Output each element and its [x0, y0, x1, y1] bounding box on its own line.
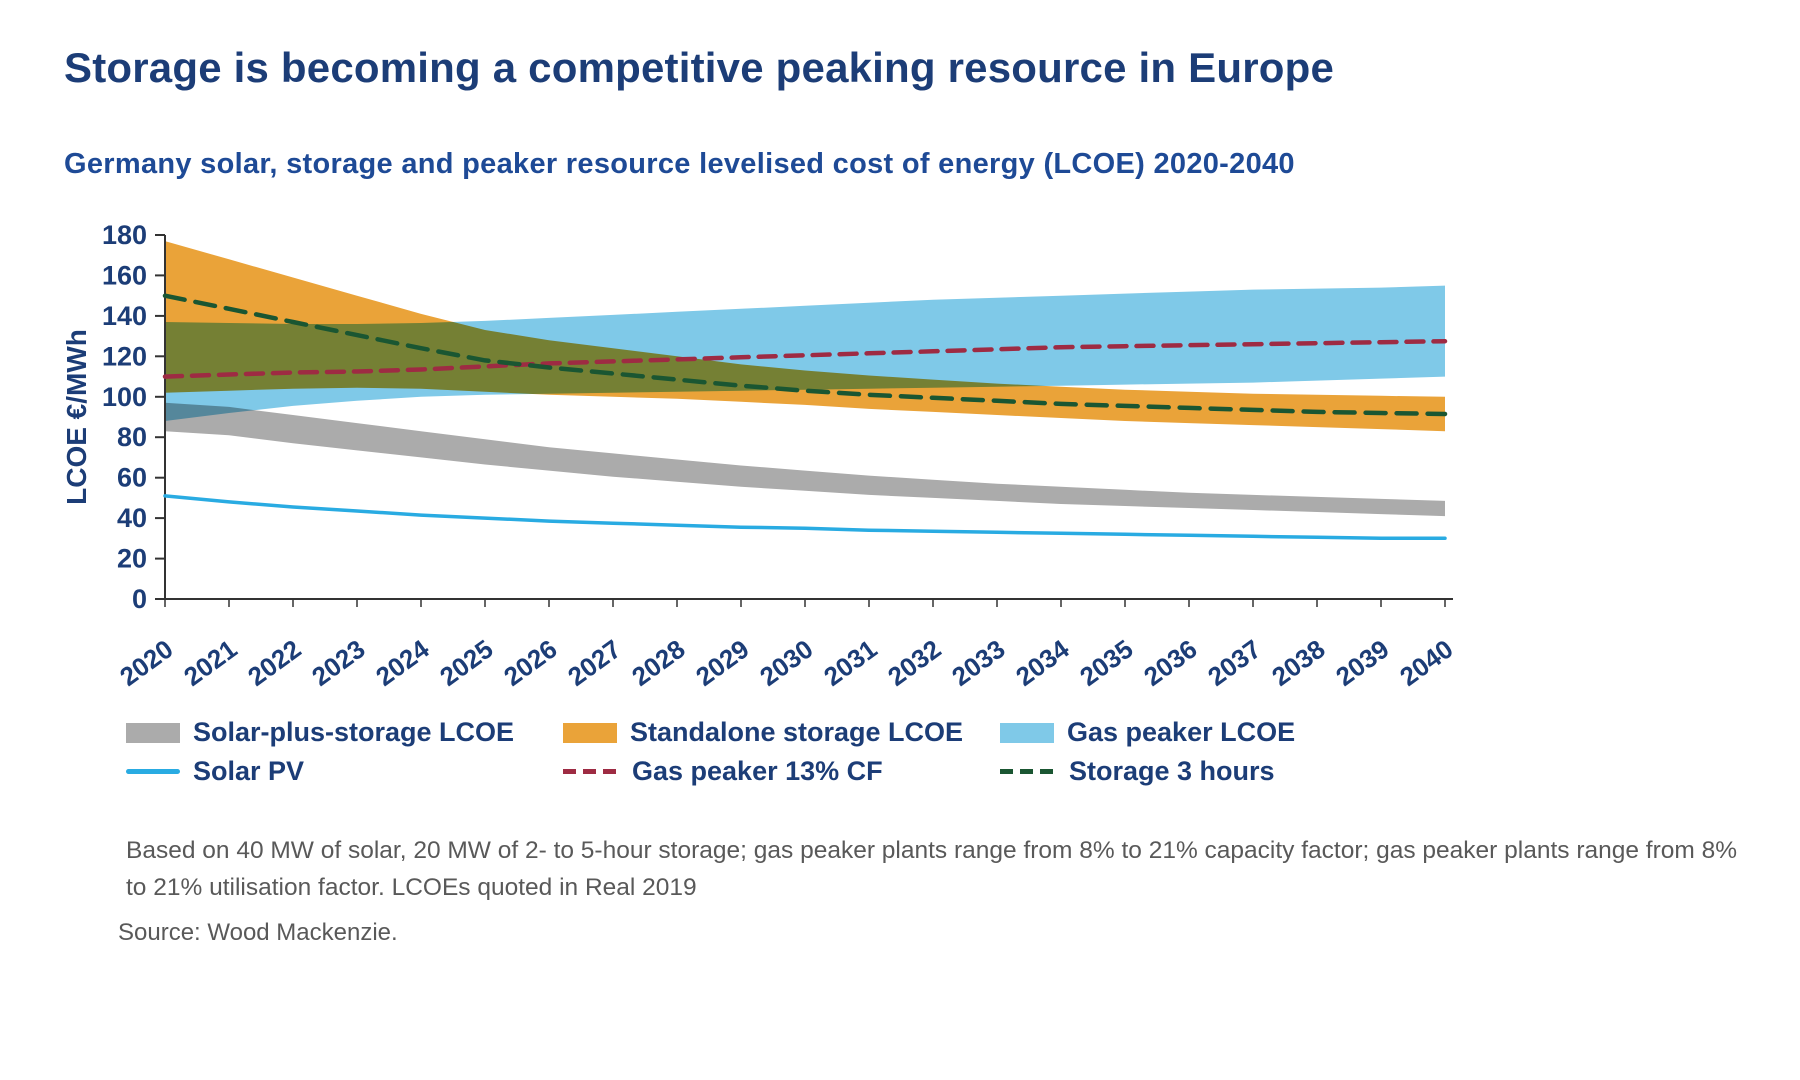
y-tick-label: 180 — [102, 220, 147, 250]
x-tick-label: 2030 — [754, 634, 818, 692]
y-tick-label: 120 — [102, 341, 147, 371]
line-solar-pv — [163, 494, 1447, 541]
legend-label: Gas peaker LCOE — [1067, 717, 1296, 747]
legend-marker-band — [563, 722, 617, 743]
x-tick-label: 2023 — [306, 634, 370, 692]
legend-item-storage-3-hours: Storage 3 hours — [1000, 756, 1437, 787]
page-title: Storage is becoming a competitive peakin… — [64, 44, 1335, 91]
x-tick-label: 2039 — [1330, 634, 1394, 692]
chart-area: 0 20 40 60 80 100 120 140 160 180 2020 2021 2022 2023… — [60, 217, 1740, 703]
y-tick-label: 20 — [117, 544, 147, 574]
x-tick-label: 2029 — [690, 634, 754, 692]
x-tick-label: 2024 — [370, 633, 435, 692]
y-tick-label: 40 — [117, 503, 147, 533]
legend-marker-dashed — [563, 769, 619, 774]
y-tick-label: 60 — [117, 463, 147, 493]
y-tick-label: 80 — [117, 422, 147, 452]
x-tick-label: 2020 — [114, 634, 178, 692]
x-tick-label: 2027 — [562, 634, 626, 692]
legend-item-gas-peaker-lcoe: Gas peaker LCOE — [1000, 717, 1437, 748]
x-tick-label: 2038 — [1266, 634, 1330, 692]
legend-label: Solar-plus-storage LCOE — [193, 717, 515, 747]
x-tick-label: 2022 — [242, 634, 306, 692]
y-tick-label: 140 — [102, 301, 147, 331]
x-tick-label: 2040 — [1394, 634, 1458, 692]
legend-marker-band — [1000, 722, 1054, 743]
band-gas-peaker-lcoe — [165, 285, 1445, 421]
x-tick-label: 2025 — [434, 634, 498, 692]
x-tick-label: 2026 — [498, 634, 562, 692]
x-tick-label: 2036 — [1138, 634, 1202, 692]
legend-label: Storage 3 hours — [1069, 756, 1275, 786]
line-storage-3-hours — [162, 293, 1448, 417]
band-solar-plus-storage-lcoe — [165, 402, 1445, 517]
source-note: Source: Wood Mackenzie. — [118, 918, 398, 946]
legend-label: Solar PV — [193, 756, 305, 786]
x-tick-label: 2028 — [626, 634, 690, 692]
legend-item-solar-pv: Solar PV — [126, 756, 563, 787]
legend-label: Standalone storage LCOE — [630, 717, 964, 747]
legend-item-standalone-storage-lcoe: Standalone storage LCOE — [563, 717, 1000, 748]
legend-item-solar-plus-storage-lcoe: Solar-plus-storage LCOE — [126, 717, 563, 748]
legend-label: Gas peaker 13% CF — [632, 756, 883, 786]
legend-marker-line — [126, 769, 180, 774]
chart-legend: Solar-plus-storage LCOE Standalone storag… — [126, 717, 1740, 787]
y-tick-label: 100 — [102, 382, 147, 412]
x-tick-label: 2032 — [882, 634, 946, 692]
y-tick-label: 0 — [132, 584, 147, 614]
y-tick-label: 160 — [102, 260, 147, 290]
footnote: Based on 40 MW of solar, 20 MW of 2- to … — [126, 837, 1738, 901]
legend-item-gas-peaker-13-cf: Gas peaker 13% CF — [563, 756, 1000, 787]
x-tick-label: 2031 — [818, 634, 882, 692]
x-tick-label: 2034 — [1010, 633, 1075, 692]
chart-subtitle: Germany solar, storage and peaker resour… — [64, 148, 1295, 180]
legend-marker-dashed — [1000, 769, 1056, 774]
legend-marker-band — [126, 722, 180, 743]
x-tick-label: 2033 — [946, 634, 1010, 692]
line-gas-peaker-13-cf — [162, 338, 1448, 379]
x-tick-label: 2035 — [1074, 634, 1138, 692]
y-axis-label: LCOE €/MWh — [61, 329, 92, 505]
x-tick-label: 2037 — [1202, 634, 1266, 692]
x-tick-label: 2021 — [178, 634, 242, 692]
